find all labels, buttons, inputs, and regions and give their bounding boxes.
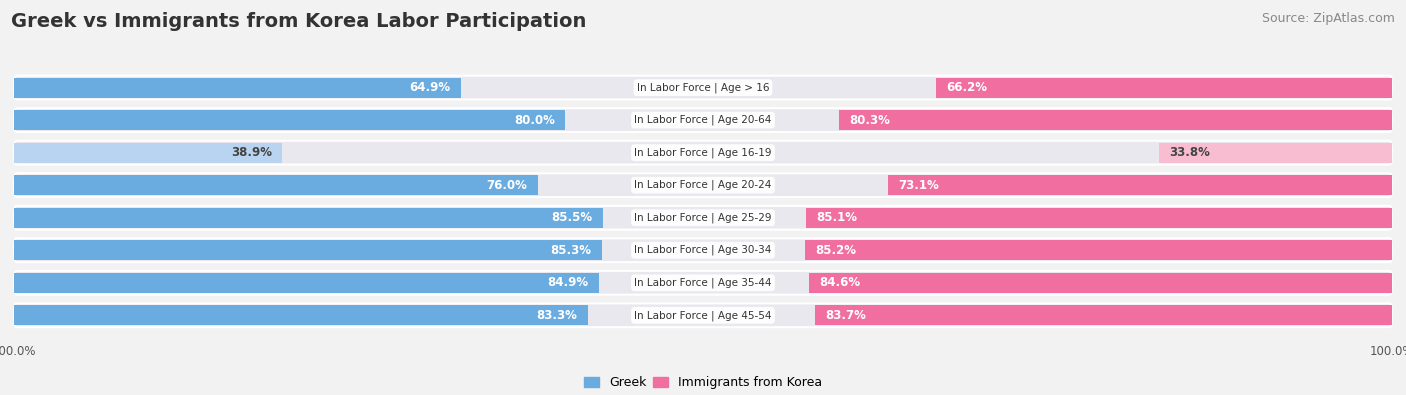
Text: 84.6%: 84.6% bbox=[820, 276, 860, 289]
Text: In Labor Force | Age > 16: In Labor Force | Age > 16 bbox=[637, 82, 769, 93]
Bar bbox=[14, 77, 461, 98]
Bar bbox=[14, 305, 588, 325]
FancyBboxPatch shape bbox=[14, 303, 1392, 327]
Text: Source: ZipAtlas.com: Source: ZipAtlas.com bbox=[1261, 12, 1395, 25]
Bar bbox=[14, 240, 602, 260]
Text: 66.2%: 66.2% bbox=[946, 81, 987, 94]
Bar bbox=[1159, 143, 1392, 163]
Bar bbox=[14, 208, 603, 228]
Text: In Labor Force | Age 16-19: In Labor Force | Age 16-19 bbox=[634, 147, 772, 158]
Text: In Labor Force | Age 45-54: In Labor Force | Age 45-54 bbox=[634, 310, 772, 321]
Text: 38.9%: 38.9% bbox=[231, 146, 271, 159]
Text: 83.7%: 83.7% bbox=[825, 309, 866, 322]
Bar bbox=[808, 273, 1392, 293]
Bar bbox=[14, 143, 283, 163]
Text: In Labor Force | Age 30-34: In Labor Force | Age 30-34 bbox=[634, 245, 772, 256]
FancyBboxPatch shape bbox=[14, 141, 1392, 165]
FancyBboxPatch shape bbox=[14, 271, 1392, 295]
Text: 85.2%: 85.2% bbox=[815, 244, 856, 257]
FancyBboxPatch shape bbox=[14, 173, 1392, 197]
Bar bbox=[936, 77, 1392, 98]
Text: 85.3%: 85.3% bbox=[550, 244, 592, 257]
Bar bbox=[14, 273, 599, 293]
Text: In Labor Force | Age 35-44: In Labor Force | Age 35-44 bbox=[634, 278, 772, 288]
Text: In Labor Force | Age 20-24: In Labor Force | Age 20-24 bbox=[634, 180, 772, 190]
Text: 76.0%: 76.0% bbox=[486, 179, 527, 192]
Text: 73.1%: 73.1% bbox=[898, 179, 939, 192]
Text: 85.5%: 85.5% bbox=[551, 211, 593, 224]
FancyBboxPatch shape bbox=[14, 76, 1392, 100]
Text: 84.9%: 84.9% bbox=[547, 276, 589, 289]
Text: 64.9%: 64.9% bbox=[409, 81, 451, 94]
Bar bbox=[806, 240, 1392, 260]
Text: 80.3%: 80.3% bbox=[849, 114, 890, 127]
Legend: Greek, Immigrants from Korea: Greek, Immigrants from Korea bbox=[579, 371, 827, 394]
Text: 83.3%: 83.3% bbox=[537, 309, 578, 322]
Text: 33.8%: 33.8% bbox=[1170, 146, 1211, 159]
Text: Greek vs Immigrants from Korea Labor Participation: Greek vs Immigrants from Korea Labor Par… bbox=[11, 12, 586, 31]
Bar bbox=[14, 110, 565, 130]
Bar bbox=[815, 305, 1392, 325]
Text: In Labor Force | Age 25-29: In Labor Force | Age 25-29 bbox=[634, 213, 772, 223]
Bar bbox=[14, 175, 537, 195]
FancyBboxPatch shape bbox=[14, 206, 1392, 229]
Text: 80.0%: 80.0% bbox=[515, 114, 555, 127]
Bar bbox=[839, 110, 1392, 130]
Bar bbox=[889, 175, 1392, 195]
Text: In Labor Force | Age 20-64: In Labor Force | Age 20-64 bbox=[634, 115, 772, 125]
Bar bbox=[806, 208, 1392, 228]
Text: 85.1%: 85.1% bbox=[815, 211, 858, 224]
FancyBboxPatch shape bbox=[14, 238, 1392, 262]
FancyBboxPatch shape bbox=[14, 108, 1392, 132]
